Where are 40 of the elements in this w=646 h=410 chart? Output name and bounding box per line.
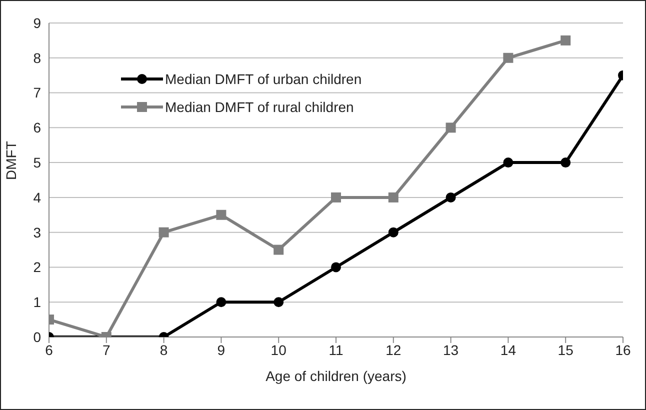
- y-tick-label: 4: [33, 189, 42, 206]
- x-tick-label: 9: [217, 342, 226, 358]
- point: [560, 158, 571, 168]
- y-tick-label: 9: [33, 14, 42, 31]
- y-tick-label: 5: [33, 154, 42, 171]
- x-tick-label: 12: [386, 342, 402, 358]
- x-tick-label: 16: [615, 342, 631, 358]
- x-tick-label: 8: [160, 342, 168, 358]
- point: [560, 35, 571, 46]
- point: [274, 244, 284, 255]
- y-tick-label: 2: [33, 259, 42, 276]
- x-tick-label: 10: [270, 342, 287, 358]
- point: [503, 52, 514, 63]
- legend-label: Median DMFT of urban children: [165, 71, 362, 87]
- point: [331, 262, 341, 272]
- point: [446, 192, 456, 202]
- point: [331, 192, 341, 202]
- point: [274, 297, 284, 308]
- legend-label: Median DMFT of rural children: [165, 99, 354, 115]
- point: [446, 122, 456, 133]
- y-tick-label: 7: [33, 84, 42, 101]
- point: [388, 227, 398, 238]
- x-tick-label: 15: [558, 342, 574, 358]
- point: [388, 192, 398, 202]
- x-tick-label: 6: [45, 342, 54, 358]
- x-tick-label: 11: [328, 342, 344, 358]
- y-axis-title: DMFT: [2, 140, 19, 180]
- x-tick-label: 7: [102, 342, 110, 358]
- x-axis-title: Age of children (years): [266, 368, 406, 384]
- point: [158, 227, 169, 238]
- y-tick-label: 0: [33, 328, 42, 345]
- point: [216, 210, 226, 220]
- y-tick-label: 8: [33, 50, 42, 66]
- y-tick-label: 3: [33, 224, 42, 240]
- x-tick-label: 13: [443, 342, 459, 358]
- y-tick-label: 6: [33, 120, 42, 136]
- point: [503, 158, 514, 168]
- x-tick-label: 14: [500, 342, 516, 358]
- point: [216, 297, 226, 308]
- y-tick-label: 1: [33, 294, 42, 310]
